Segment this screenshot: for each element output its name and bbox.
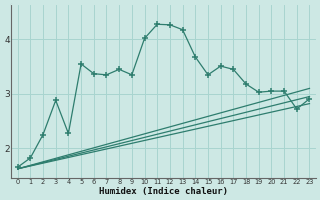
X-axis label: Humidex (Indice chaleur): Humidex (Indice chaleur) xyxy=(99,187,228,196)
